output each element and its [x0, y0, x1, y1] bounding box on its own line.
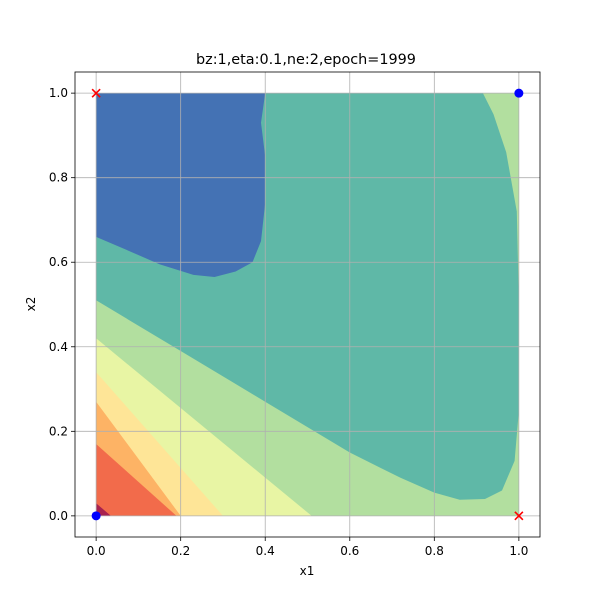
- x-axis-label: x1: [300, 564, 315, 578]
- x-axis-ticks: 0.0 0.2 0.4 0.6 0.8 1.0: [87, 537, 528, 558]
- y-tick-label: 0.0: [49, 509, 68, 523]
- x-tick-label: 0.2: [171, 544, 190, 558]
- y-tick-label: 0.8: [49, 171, 68, 185]
- data-point-x: [91, 88, 101, 98]
- x-tick-label: 1.0: [509, 544, 528, 558]
- x-tick-label: 0.8: [425, 544, 444, 558]
- contour-region-level-4: [96, 444, 177, 516]
- x-tick-label: 0.0: [87, 544, 106, 558]
- data-point-circle: [91, 511, 101, 521]
- y-grid-lines: [75, 92, 540, 517]
- plot-frame: [74, 71, 541, 538]
- chart-title: bz:1,eta:0.1,ne:2,epoch=1999: [196, 52, 416, 68]
- y-axis-label: x2: [24, 297, 38, 312]
- data-point-x: [514, 511, 524, 521]
- x-tick-label: 0.4: [256, 544, 275, 558]
- y-axis-ticks: 0.0 0.2 0.4 0.6 0.8 1.0: [49, 86, 75, 523]
- y-tick-label: 0.6: [49, 255, 68, 269]
- contour-region-level-5: [96, 503, 111, 516]
- contour-regions: [96, 93, 519, 516]
- x-grid-lines: [95, 72, 520, 537]
- x-tick-label: 0.6: [340, 544, 359, 558]
- data-point-circle: [514, 88, 524, 98]
- y-tick-label: 0.4: [49, 340, 68, 354]
- y-tick-label: 1.0: [49, 86, 68, 100]
- y-tick-label: 0.2: [49, 424, 68, 438]
- data-points: [91, 88, 524, 521]
